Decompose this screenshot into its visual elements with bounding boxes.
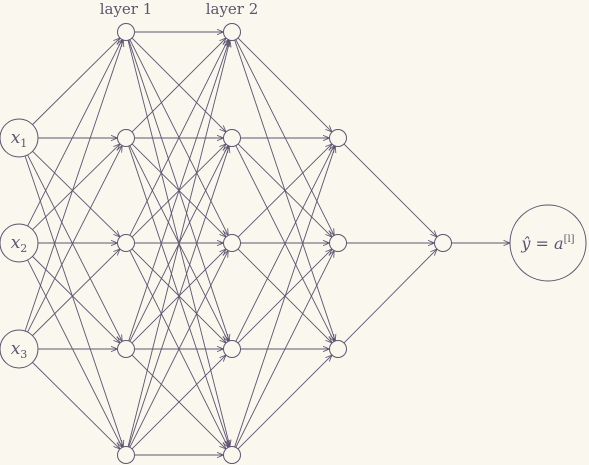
connections bbox=[24, 32, 510, 455]
output-label: ŷ = a[l] bbox=[520, 234, 574, 253]
edge-l2n4-to-l3n0 bbox=[234, 146, 336, 448]
edge-l0n2-to-l1n0 bbox=[24, 40, 123, 332]
layer1-node-4 bbox=[117, 340, 135, 358]
edge-l0n1-to-l1n4 bbox=[27, 259, 123, 447]
edge-l0n0-to-l1n0 bbox=[32, 38, 120, 125]
edge-l2n2-to-l3n0 bbox=[237, 144, 332, 238]
layer1-node-5 bbox=[117, 446, 135, 464]
edge-l0n0-to-l1n2 bbox=[32, 150, 120, 237]
edge-l1n3-to-l2n0 bbox=[128, 40, 230, 342]
layer2-node-3 bbox=[223, 234, 241, 252]
input-x1-label: x1 bbox=[11, 128, 28, 150]
edge-l1n4-to-l2n0 bbox=[127, 40, 230, 447]
layer1-node-2 bbox=[117, 129, 135, 147]
edge-l2n0-to-l3n0 bbox=[237, 37, 332, 132]
edge-l3n0-to-l4n0 bbox=[343, 143, 437, 237]
layer-2-label: layer 2 bbox=[206, 0, 259, 18]
edge-l0n1-to-l1n3 bbox=[32, 256, 120, 343]
edge-l0n1-to-l1n0 bbox=[27, 40, 123, 227]
edge-l2n4-to-l3n2 bbox=[237, 355, 332, 450]
output-node-1 bbox=[509, 204, 587, 282]
layer1-node-1 bbox=[117, 23, 135, 41]
edge-l2n3-to-l3n0 bbox=[235, 146, 334, 342]
edge-l0n2-to-l1n1 bbox=[27, 146, 123, 333]
input-x3-label: x3 bbox=[11, 339, 28, 361]
layer2-node-2 bbox=[223, 129, 241, 147]
input-x2-label: x2 bbox=[11, 233, 28, 255]
edge-l3n2-to-l4n0 bbox=[343, 249, 437, 344]
layer1-node-3 bbox=[117, 234, 135, 252]
edge-l1n1-to-l2n0 bbox=[131, 38, 226, 133]
layer4-node-1 bbox=[434, 234, 452, 252]
edge-l0n0-to-l1n4 bbox=[24, 155, 123, 447]
edge-l2n4-to-l3n1 bbox=[235, 251, 334, 448]
input-node-1 bbox=[0, 118, 39, 158]
input-node-2 bbox=[0, 223, 39, 263]
layer2-node-4 bbox=[223, 340, 241, 358]
neurons bbox=[0, 23, 587, 464]
edge-l0n2-to-l1n4 bbox=[32, 362, 120, 449]
edge-l1n4-to-l2n3 bbox=[131, 355, 226, 450]
layer2-node-1 bbox=[223, 23, 241, 41]
edge-l0n1-to-l1n1 bbox=[32, 144, 120, 231]
input-node-3 bbox=[0, 329, 39, 369]
edge-l1n2-to-l2n0 bbox=[129, 40, 228, 236]
edge-l0n2-to-l1n2 bbox=[32, 249, 120, 336]
edge-l1n4-to-l2n1 bbox=[128, 146, 230, 448]
edge-l1n4-to-l2n2 bbox=[129, 251, 228, 448]
layer3-node-2 bbox=[329, 234, 347, 252]
layer-1-label: layer 1 bbox=[100, 0, 153, 18]
layer2-node-5 bbox=[223, 446, 241, 464]
layer3-node-1 bbox=[329, 129, 347, 147]
edge-l2n0-to-l3n1 bbox=[235, 39, 334, 236]
layer3-node-3 bbox=[329, 340, 347, 358]
edge-l0n0-to-l1n3 bbox=[27, 154, 123, 341]
